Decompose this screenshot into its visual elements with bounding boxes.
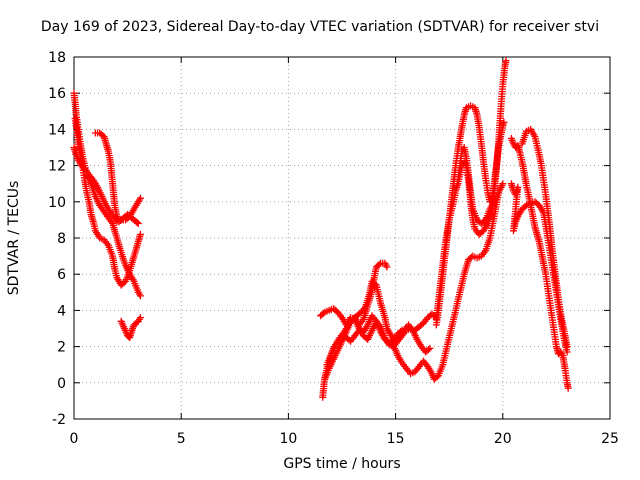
data-point bbox=[425, 346, 432, 354]
x-tick-label: 10 bbox=[279, 431, 297, 447]
y-axis-label: SDTVAR / TECUs bbox=[6, 180, 22, 296]
data-point bbox=[375, 261, 383, 268]
data-series bbox=[117, 314, 144, 342]
data-point bbox=[563, 343, 571, 351]
data-series bbox=[454, 144, 500, 227]
y-tick-label: 10 bbox=[48, 195, 66, 211]
y-tick-label: 2 bbox=[57, 340, 66, 356]
data-point bbox=[133, 219, 141, 227]
y-tick-label: -2 bbox=[52, 412, 66, 428]
y-tick-label: 8 bbox=[57, 231, 66, 247]
y-tick-label: 6 bbox=[57, 267, 66, 283]
data-point bbox=[492, 192, 500, 200]
x-tick-label: 0 bbox=[70, 431, 79, 447]
data-point bbox=[426, 344, 434, 352]
data-point bbox=[564, 384, 572, 392]
x-tick-label: 5 bbox=[177, 431, 186, 447]
data-point bbox=[502, 57, 510, 65]
y-tick-label: 16 bbox=[48, 86, 66, 102]
data-point bbox=[137, 314, 144, 322]
y-tick-label: 14 bbox=[48, 122, 66, 138]
data-point bbox=[398, 326, 406, 334]
data-point bbox=[137, 194, 144, 202]
data-point bbox=[499, 180, 507, 188]
grid-lines bbox=[74, 57, 610, 419]
data-point bbox=[319, 309, 327, 317]
data-point bbox=[137, 292, 144, 300]
data-point bbox=[500, 118, 508, 126]
plot-frame bbox=[73, 56, 611, 420]
data-point bbox=[397, 328, 405, 335]
data-series bbox=[507, 134, 572, 392]
x-tick-label: 20 bbox=[494, 431, 512, 447]
data-points bbox=[70, 57, 572, 401]
data-series bbox=[518, 125, 571, 351]
y-tick-label: 0 bbox=[57, 376, 66, 392]
data-series bbox=[71, 115, 144, 289]
data-point bbox=[383, 263, 391, 271]
data-series bbox=[91, 129, 142, 227]
y-tick-label: 12 bbox=[48, 159, 66, 175]
chart-title: Day 169 of 2023, Sidereal Day-to-day VTE… bbox=[40, 19, 600, 35]
data-point bbox=[134, 220, 142, 227]
y-tick-label: 18 bbox=[48, 50, 66, 66]
data-point bbox=[137, 230, 144, 238]
y-tick-label: 4 bbox=[57, 303, 66, 319]
x-tick-label: 25 bbox=[601, 431, 619, 447]
axes-frame bbox=[73, 56, 611, 420]
x-axis-label: GPS time / hours bbox=[283, 456, 401, 472]
x-tick-label: 15 bbox=[387, 431, 405, 447]
data-series bbox=[432, 57, 510, 323]
